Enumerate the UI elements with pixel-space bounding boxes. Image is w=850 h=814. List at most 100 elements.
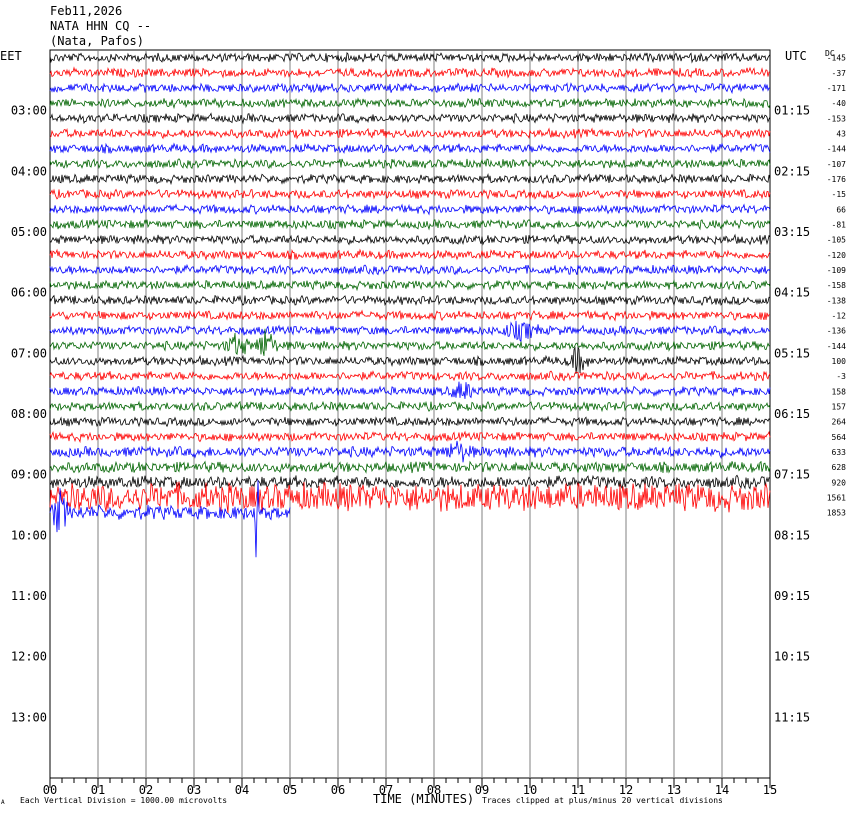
left-hour-label: 11:00 [11, 589, 47, 603]
dc-offset-label: -176 [827, 175, 846, 184]
x-tick-label: 05 [283, 783, 297, 797]
seismic-trace [49, 474, 771, 490]
seismic-trace [49, 381, 771, 399]
label-layer: 00 01 02 03 04 05 06 07 08 09 10 11 12 13 14 15 03:00 01:… [11, 54, 846, 797]
right-hour-label: 07:15 [774, 468, 810, 482]
x-tick-label: 03 [187, 783, 201, 797]
seismic-trace [49, 328, 771, 356]
clip-note: Traces clipped at plus/minus 20 vertical… [482, 796, 723, 805]
dc-offset-label: -138 [827, 296, 846, 305]
dc-offset-label: -120 [827, 251, 846, 260]
left-hour-label: 04:00 [11, 164, 47, 178]
right-hour-label: 01:15 [774, 104, 810, 118]
dc-offset-label: 564 [832, 433, 847, 442]
dc-offset-label: -105 [827, 236, 846, 245]
x-tick-label: 07 [379, 783, 393, 797]
dc-offset-label: -144 [827, 145, 846, 154]
seismic-trace [49, 460, 771, 475]
scale-note: Each Vertical Division = 1000.00 microvo… [20, 796, 228, 805]
left-hour-label: 08:00 [11, 407, 47, 421]
right-hour-label: 04:15 [774, 286, 810, 300]
seismic-trace [49, 158, 771, 170]
seismic-trace [49, 346, 771, 374]
left-hour-label: 13:00 [11, 710, 47, 724]
seismic-trace [49, 127, 771, 140]
dc-offset-label: 633 [832, 448, 847, 457]
date-label: Feb11,2026 [50, 4, 123, 18]
x-tick-label: 01 [91, 783, 105, 797]
x-tick-label: 13 [667, 783, 681, 797]
dc-offset-label: 157 [832, 402, 847, 411]
left-hour-label: 07:00 [11, 346, 47, 360]
dc-offset-label: -136 [827, 327, 846, 336]
seismic-trace [49, 142, 771, 155]
x-axis-title: TIME (MINUTES) [373, 792, 475, 806]
dc-offset-label: -107 [827, 160, 846, 169]
dc-offset-label: -15 [832, 190, 847, 199]
seismic-trace [49, 481, 771, 514]
dc-offset-label: 264 [832, 418, 847, 427]
x-tick-label: 09 [475, 783, 489, 797]
seismic-trace [49, 279, 771, 292]
dc-offset-label: -171 [827, 84, 846, 93]
seismic-trace [49, 97, 771, 110]
dc-offset-label: 158 [832, 387, 847, 396]
right-hour-label: 09:15 [774, 589, 810, 603]
dc-offset-label: -158 [827, 281, 846, 290]
left-hour-label: 12:00 [11, 650, 47, 664]
dc-offset-label: 100 [832, 357, 847, 366]
corner-mark: A [1, 799, 5, 806]
x-tick-label: 15 [763, 783, 777, 797]
x-tick-label: 08 [427, 783, 441, 797]
x-tick-label: 04 [235, 783, 249, 797]
dc-offset-label: 66 [836, 205, 846, 214]
dc-offset-label: 43 [836, 129, 846, 138]
left-hour-label: 05:00 [11, 225, 47, 239]
seismic-trace [49, 320, 771, 343]
dc-offset-label: -153 [827, 114, 846, 123]
left-hour-label: 03:00 [11, 104, 47, 118]
dc-offset-label: 1853 [827, 509, 846, 518]
seismic-trace [49, 218, 771, 231]
seismic-trace [49, 112, 771, 125]
right-hour-label: 03:15 [774, 225, 810, 239]
x-tick-label: 06 [331, 783, 345, 797]
right-hour-label: 10:15 [774, 650, 810, 664]
seismic-trace [49, 66, 771, 79]
seismic-trace [49, 173, 771, 186]
dc-offset-label: -144 [827, 342, 846, 351]
dc-offset-label: -81 [832, 220, 847, 229]
seismic-trace [49, 415, 771, 428]
dc-offset-label: -12 [832, 311, 847, 320]
seismic-trace [49, 309, 771, 322]
seismic-trace [49, 82, 771, 95]
seismic-trace [49, 188, 771, 200]
trace-layer [49, 52, 771, 558]
seismic-trace [49, 430, 771, 444]
right-timezone-label: UTC [785, 49, 807, 63]
left-hour-label: 10:00 [11, 528, 47, 542]
grid-layer [49, 49, 771, 788]
right-hour-label: 02:15 [774, 164, 810, 178]
right-hour-label: 11:15 [774, 710, 810, 724]
left-hour-label: 09:00 [11, 468, 47, 482]
seismic-trace [49, 480, 291, 558]
plot-frame [49, 49, 771, 779]
x-tick-label: 12 [619, 783, 633, 797]
dc-header-label: DC [825, 49, 835, 58]
x-tick-label: 14 [715, 783, 729, 797]
dc-offset-label: -109 [827, 266, 846, 275]
seismic-trace [49, 52, 771, 64]
right-hour-label: 05:15 [774, 346, 810, 360]
dc-offset-label: -145 [827, 54, 846, 63]
seismic-trace [49, 440, 771, 463]
location-label: (Nata, Pafos) [50, 34, 144, 48]
station-label: NATA HHN CQ -- [50, 19, 152, 33]
x-tick-label: 11 [571, 783, 585, 797]
left-timezone-label: EET [0, 49, 22, 63]
seismic-trace [49, 294, 771, 307]
seismic-trace [49, 203, 771, 216]
right-hour-label: 06:15 [774, 407, 810, 421]
dc-offset-label: -3 [836, 372, 846, 381]
